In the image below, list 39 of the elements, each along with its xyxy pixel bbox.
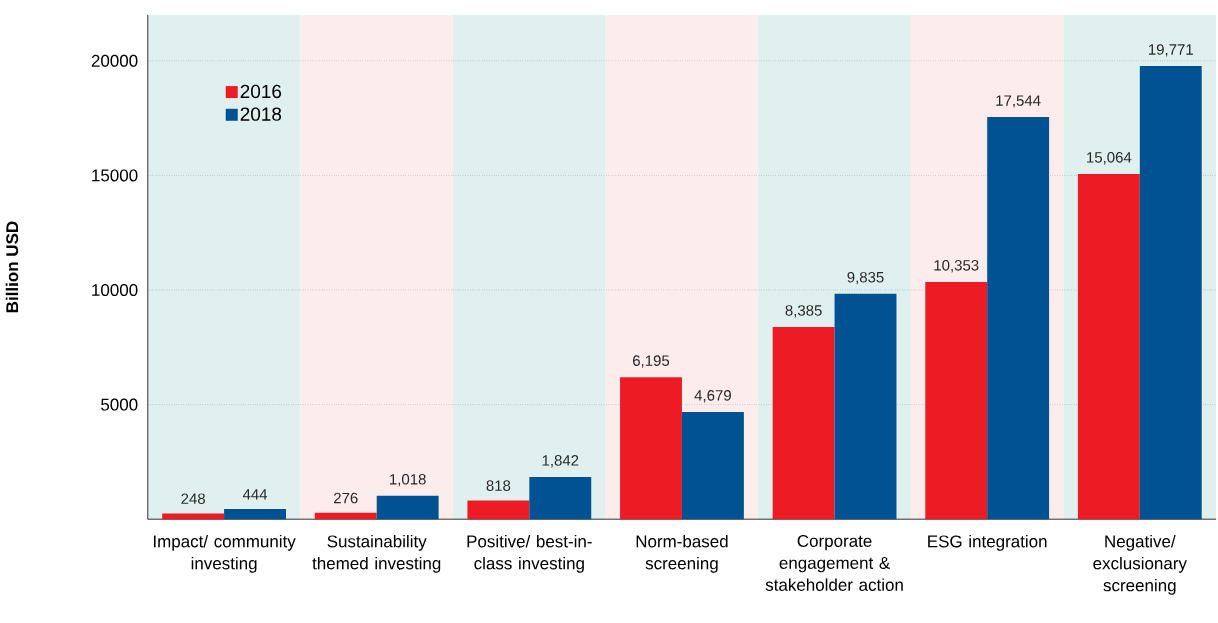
data-label: 1,018 <box>390 473 426 487</box>
bar <box>314 512 377 520</box>
data-label: 8,385 <box>785 305 822 318</box>
legend-label: 2018 <box>240 107 282 121</box>
bar <box>620 377 682 520</box>
x-tick-label: Impact/ community investing <box>153 534 296 573</box>
bar <box>834 293 897 520</box>
x-tick-label: Positive/ best-in-class investing <box>467 534 592 573</box>
bar <box>772 327 835 520</box>
data-label: 6,195 <box>633 355 670 368</box>
legend-label: 2016 <box>240 84 282 99</box>
bar <box>467 500 530 520</box>
bar <box>925 281 988 520</box>
data-label: 15,064 <box>1087 152 1132 165</box>
bar <box>224 509 286 520</box>
y-tick-label: 20000 <box>91 54 138 67</box>
y-axis-title: Billion USD <box>5 221 19 313</box>
y-tick-label: 10000 <box>92 283 138 296</box>
data-label: 17,544 <box>996 95 1041 108</box>
x-tick-label: Negative/ exclusionary screening <box>1093 534 1187 595</box>
x-tick-label: Corporate engagement & stakeholder action <box>765 534 903 591</box>
data-label: 818 <box>486 480 511 491</box>
data-label: 248 <box>181 493 205 504</box>
data-label: 19,771 <box>1148 44 1193 57</box>
data-label: 444 <box>242 489 268 500</box>
bar <box>529 476 592 520</box>
y-tick-label: 15000 <box>92 169 138 182</box>
y-tick-label: 5000 <box>101 398 138 411</box>
data-label: 4,679 <box>694 390 731 403</box>
data-label: 10,353 <box>934 260 979 273</box>
data-label: 1,842 <box>542 455 579 468</box>
x-tick-label: Norm-based screening <box>636 534 728 573</box>
x-tick-label: ESG integration <box>928 534 1047 551</box>
x-tick-label: Sustainability themed investing <box>312 534 441 573</box>
bar <box>1077 173 1140 520</box>
bar <box>681 411 744 520</box>
data-label: 276 <box>334 492 358 504</box>
data-label: 9,835 <box>847 271 884 285</box>
bar <box>376 495 439 520</box>
